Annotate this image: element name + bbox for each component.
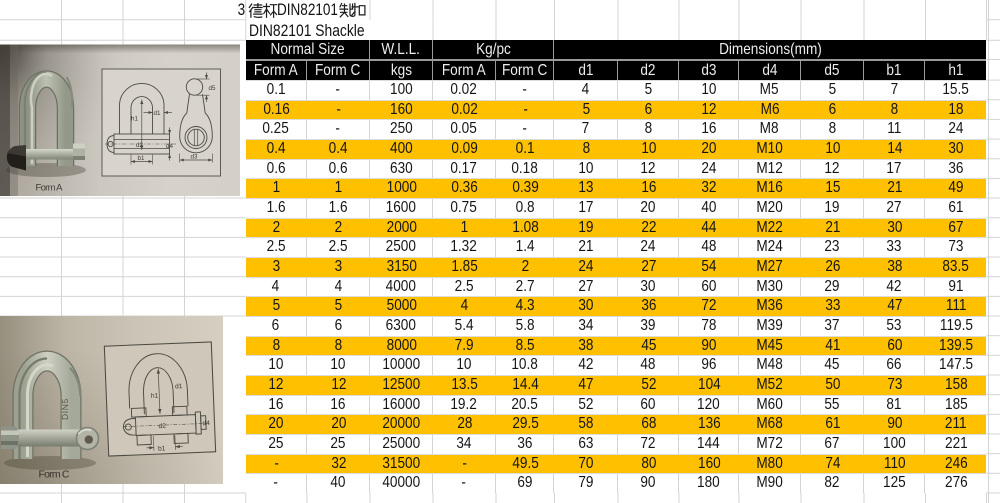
- svg-text:d3: d3: [191, 154, 198, 161]
- svg-text:Form C: Form C: [39, 469, 70, 481]
- svg-text:d1: d1: [175, 383, 183, 390]
- svg-text:d2: d2: [136, 142, 143, 149]
- svg-text:b1: b1: [138, 155, 145, 162]
- svg-text:h1: h1: [131, 116, 138, 123]
- svg-text:d1: d1: [154, 110, 161, 117]
- svg-text:d5: d5: [209, 85, 216, 92]
- svg-text:d4: d4: [166, 143, 173, 150]
- svg-text:d2: d2: [158, 423, 166, 430]
- svg-text:Form A: Form A: [36, 183, 64, 194]
- svg-text:DIN5: DIN5: [60, 398, 70, 420]
- svg-text:h1: h1: [151, 393, 159, 400]
- svg-text:b1: b1: [158, 445, 166, 452]
- svg-text:d4: d4: [202, 420, 210, 427]
